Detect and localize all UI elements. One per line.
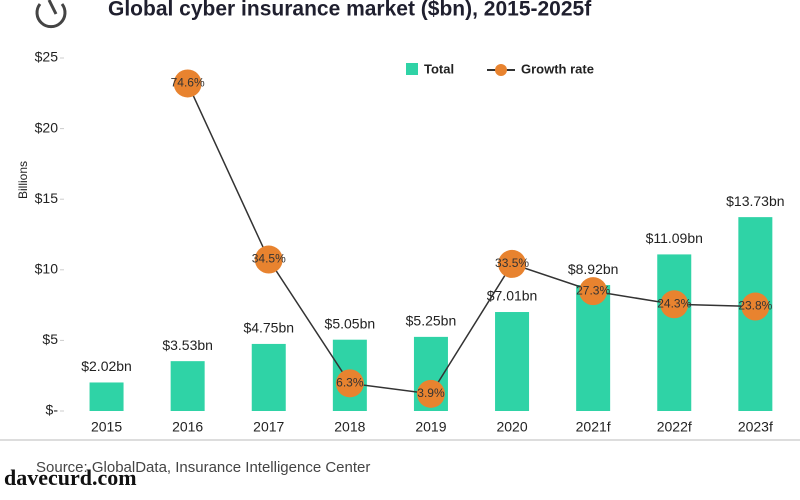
x-tick-label: 2019	[415, 419, 446, 435]
growth-value-label: 27.3%	[576, 283, 610, 297]
growth-value-label: 3.9%	[417, 386, 445, 400]
bar	[170, 361, 205, 411]
x-tick-label: 2018	[334, 419, 365, 435]
growth-value-label: 33.5%	[495, 256, 529, 270]
bar	[576, 285, 611, 411]
growth-value-label: 6.3%	[336, 376, 364, 390]
y-tick-label: $-	[46, 402, 59, 418]
y-tick-label: $25	[35, 49, 59, 65]
growth-marker	[498, 249, 527, 278]
y-tick-label: $10	[35, 261, 59, 277]
growth-marker	[660, 290, 689, 319]
bar-value-label: $8.92bn	[568, 261, 619, 277]
y-tick-label: $5	[42, 331, 58, 347]
legend-label: Total	[424, 61, 454, 76]
logo	[35, 0, 67, 29]
bar-value-label: $5.25bn	[406, 313, 457, 329]
legend-label: Growth rate	[521, 61, 594, 76]
bar	[495, 312, 530, 411]
source: Source: GlobalData, Insurance Intelligen…	[36, 459, 370, 476]
bar-value-label: $3.53bn	[162, 337, 213, 353]
x-tick-label: 2016	[172, 419, 203, 435]
bar-value-label: $2.02bn	[81, 358, 132, 374]
bar-value-label: $5.05bn	[325, 315, 376, 331]
growth-value-label: 24.3%	[657, 296, 691, 310]
y-tick-label: $20	[35, 119, 59, 135]
y-axis-label: Billions	[16, 161, 30, 199]
x-tick-label: 2021f	[576, 419, 611, 435]
growth-value-label: 34.5%	[252, 252, 286, 266]
growth-marker	[579, 277, 608, 306]
legend-swatch	[406, 63, 418, 75]
x-tick-label: 2020	[496, 419, 527, 435]
x-tick-label: 2022f	[657, 419, 692, 435]
growth-marker	[335, 369, 364, 398]
chart-title: Global cyber insurance market ($bn), 201…	[108, 0, 592, 21]
bar-value-label: $13.73bn	[726, 193, 784, 209]
growth-marker	[254, 245, 283, 274]
growth-marker	[173, 69, 202, 98]
bar	[89, 382, 124, 411]
growth-value-label: 74.6%	[171, 76, 205, 90]
watermark: davecurd.com	[4, 465, 137, 490]
growth-marker	[416, 379, 445, 408]
y-tick-label: $15	[35, 190, 59, 206]
bar-value-label: $4.75bn	[243, 320, 294, 336]
x-tick-label: 2015	[91, 419, 122, 435]
growth-value-label: 23.8%	[738, 299, 772, 313]
bar-value-label: $11.09bn	[646, 230, 703, 246]
bar	[251, 343, 286, 411]
x-tick-label: 2017	[253, 419, 284, 435]
growth-marker	[741, 292, 770, 321]
bar	[657, 254, 692, 411]
x-tick-label: 2023f	[738, 419, 773, 435]
bar-value-label: $7.01bn	[487, 288, 538, 304]
legend-marker	[495, 64, 507, 76]
